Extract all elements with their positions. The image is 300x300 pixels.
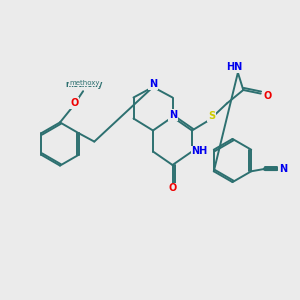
Text: O: O [263,91,272,101]
Text: NH: NH [191,146,208,157]
Text: O: O [70,98,79,108]
Text: methoxy: methoxy [69,80,100,86]
Text: O: O [70,98,79,108]
Text: S: S [208,111,215,122]
Text: O: O [168,183,177,194]
Text: HN: HN [226,62,242,72]
Text: methoxy: methoxy [66,80,103,89]
Text: N: N [169,110,177,120]
Text: N: N [149,79,157,89]
Text: N: N [279,164,287,174]
